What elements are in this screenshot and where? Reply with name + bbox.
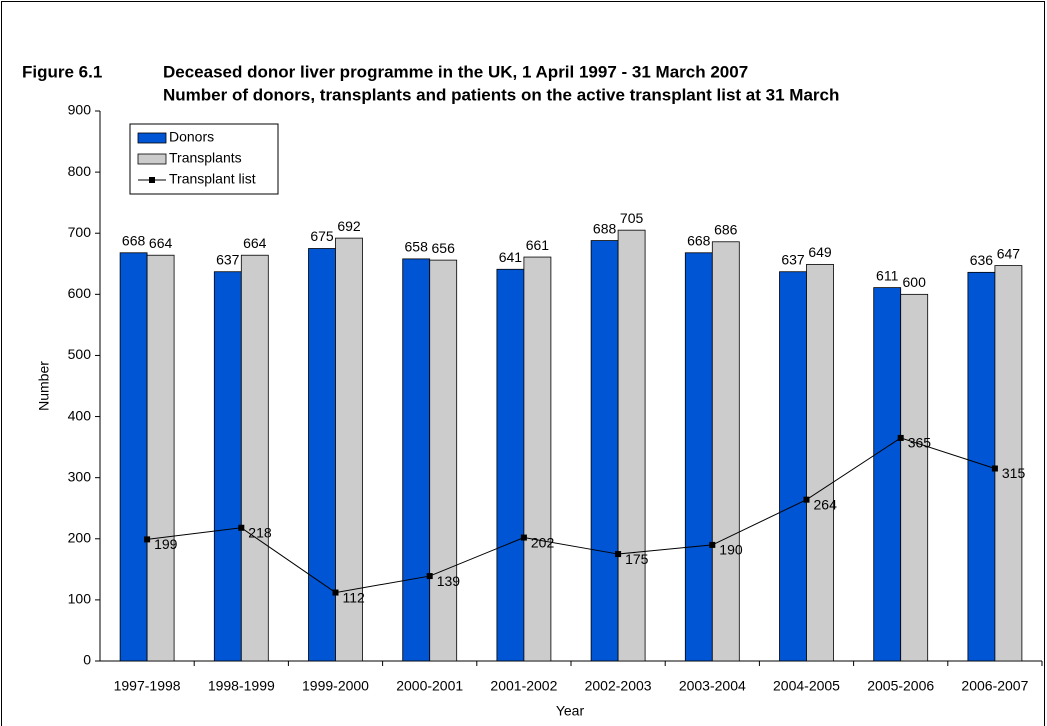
x-axis-label: Year xyxy=(556,703,585,719)
x-tick-label: 2004-2005 xyxy=(773,678,840,694)
bar xyxy=(496,268,525,662)
line-value-label: 365 xyxy=(908,435,932,451)
chart-title: Deceased donor liver programme in the UK… xyxy=(163,62,748,81)
legend-swatch xyxy=(137,153,167,165)
bar xyxy=(429,259,458,662)
bar xyxy=(213,271,242,662)
x-tick-label: 2001-2002 xyxy=(490,678,557,694)
bar-value-label: 664 xyxy=(149,235,173,251)
bar xyxy=(308,248,336,662)
y-tick-label: 0 xyxy=(83,652,91,668)
line-marker xyxy=(426,573,433,580)
line-marker xyxy=(709,541,716,548)
bar-value-label: 705 xyxy=(620,210,644,226)
bar xyxy=(684,252,713,662)
bar-value-label: 668 xyxy=(687,232,711,248)
legend-swatch xyxy=(137,132,167,144)
bar-value-label: 658 xyxy=(405,239,429,255)
x-tick-label: 2005-2006 xyxy=(867,678,934,694)
bar-value-label: 668 xyxy=(122,232,146,248)
bar-value-label: 675 xyxy=(310,228,334,244)
bar xyxy=(617,229,646,662)
bar-value-label: 637 xyxy=(781,251,805,267)
bar xyxy=(119,252,148,662)
line-value-label: 218 xyxy=(248,524,272,540)
line-marker xyxy=(332,589,339,596)
figure-label: Figure 6.1 xyxy=(22,62,102,81)
bar-value-label: 692 xyxy=(337,218,361,234)
bar xyxy=(711,241,740,662)
x-tick-label: 2006-2007 xyxy=(961,678,1028,694)
line xyxy=(147,437,996,594)
line-value-label: 264 xyxy=(814,496,838,512)
line-value-label: 315 xyxy=(1002,465,1026,481)
line-value-label: 112 xyxy=(343,589,366,605)
bar-value-label: 661 xyxy=(526,237,550,253)
line-marker xyxy=(991,465,998,472)
legend-label: Donors xyxy=(169,129,214,145)
line-marker xyxy=(144,536,151,543)
line-value-label: 202 xyxy=(531,534,555,550)
x-tick-label: 2002-2003 xyxy=(585,678,652,694)
y-tick-label: 100 xyxy=(68,591,92,607)
x-tick-label: 1997-1998 xyxy=(114,678,181,694)
line-value-label: 190 xyxy=(719,542,743,558)
y-tick-label: 400 xyxy=(68,407,92,423)
bar-value-label: 600 xyxy=(903,274,927,290)
y-tick-label: 900 xyxy=(68,102,92,118)
y-axis-label: Number xyxy=(36,361,52,411)
bar xyxy=(240,254,269,662)
x-tick-label: 1998-1999 xyxy=(208,678,275,694)
bar xyxy=(523,256,552,662)
bar-value-label: 688 xyxy=(593,220,617,236)
bar xyxy=(900,293,929,662)
line-marker xyxy=(803,496,810,503)
bar-value-label: 649 xyxy=(808,244,832,260)
bar xyxy=(994,265,1023,662)
bar-value-label: 637 xyxy=(216,251,240,267)
y-tick-label: 700 xyxy=(68,224,92,240)
bar xyxy=(146,254,175,662)
x-tick-label: 1999-2000 xyxy=(302,678,369,694)
bar-value-label: 656 xyxy=(432,240,456,256)
line-value-label: 175 xyxy=(625,551,649,567)
bar-value-label: 686 xyxy=(714,221,738,237)
x-tick-label: 2000-2001 xyxy=(396,678,463,694)
bar xyxy=(873,287,902,662)
bar-value-label: 664 xyxy=(243,235,267,251)
line-value-label: 139 xyxy=(437,573,461,589)
bar-value-label: 611 xyxy=(876,267,899,283)
line-marker xyxy=(520,534,527,541)
bar xyxy=(806,263,834,662)
line-value-label: 199 xyxy=(154,536,178,552)
bar xyxy=(779,271,807,662)
legend-label: Transplants xyxy=(169,150,242,166)
legend-marker xyxy=(149,177,155,183)
x-tick-label: 2003-2004 xyxy=(679,678,746,694)
line-marker xyxy=(615,551,622,558)
y-tick-label: 500 xyxy=(68,346,92,362)
bar xyxy=(402,258,431,662)
bar-value-label: 647 xyxy=(997,245,1021,261)
line-marker xyxy=(897,434,904,441)
chart-subtitle: Number of donors, transplants and patien… xyxy=(163,85,839,104)
y-tick-label: 800 xyxy=(68,163,92,179)
bar-value-label: 641 xyxy=(499,249,523,265)
line-marker xyxy=(238,524,245,531)
y-tick-label: 600 xyxy=(68,285,92,301)
y-tick-label: 200 xyxy=(68,529,92,545)
bar xyxy=(590,240,619,662)
y-tick-label: 300 xyxy=(68,468,92,484)
bar-value-label: 636 xyxy=(970,252,994,268)
legend-label: Transplant list xyxy=(169,171,256,187)
